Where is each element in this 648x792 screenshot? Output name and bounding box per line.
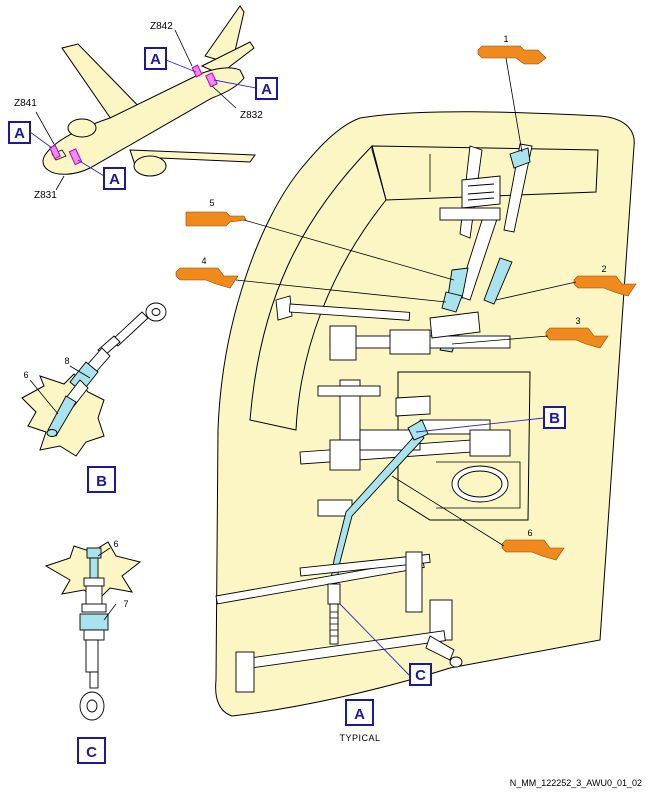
- view-box-a-z832: A: [255, 77, 278, 100]
- svg-text:2: 2: [601, 264, 606, 274]
- view-box-a-z831: A: [103, 167, 126, 190]
- view-a-caption: TYPICAL: [339, 733, 380, 743]
- tag-5: 5: [185, 198, 455, 281]
- svg-text:A: A: [14, 125, 25, 142]
- svg-text:A: A: [150, 51, 161, 68]
- svg-text:6: 6: [527, 528, 532, 538]
- door-view-a: A TYPICAL B C: [215, 111, 635, 743]
- svg-text:C: C: [415, 667, 426, 684]
- svg-text:A: A: [261, 81, 272, 98]
- tag-3: 3: [451, 316, 609, 349]
- zone-label-z842: Z842: [150, 21, 173, 32]
- zone-marker-z832: [205, 72, 218, 88]
- svg-text:A: A: [109, 171, 120, 188]
- tag-2: 2: [495, 264, 637, 301]
- view-box-b-callout: B: [543, 406, 566, 429]
- svg-text:B: B: [96, 473, 107, 490]
- svg-text:4: 4: [201, 256, 206, 266]
- tag-4: 4: [175, 256, 447, 303]
- tag-1: 1: [477, 34, 547, 153]
- view-box-a-title: A: [345, 699, 374, 726]
- svg-text:1: 1: [503, 34, 508, 44]
- view-box-a-z841: A: [8, 121, 31, 144]
- callout-c-6: 6: [113, 539, 118, 549]
- callout-b-8: 8: [64, 356, 69, 366]
- svg-text:B: B: [549, 410, 560, 427]
- zone-label-z831: Z831: [34, 190, 57, 201]
- zone-label-z841: Z841: [14, 98, 37, 109]
- callout-c-7: 7: [123, 599, 128, 609]
- view-box-a-z842: A: [144, 47, 167, 70]
- svg-text:5: 5: [209, 198, 214, 208]
- zone-marker-z842: [191, 64, 203, 78]
- view-box-c-title: C: [77, 737, 106, 764]
- callout-b-6: 6: [23, 370, 28, 380]
- view-box-c-callout: C: [409, 663, 432, 686]
- svg-text:3: 3: [575, 316, 580, 326]
- part-4: [441, 291, 463, 313]
- tag-6: 6: [391, 475, 565, 561]
- aircraft-sketch: Z842 Z841 Z832 Z831 A A A A: [8, 5, 278, 201]
- zone-label-z832: Z832: [240, 110, 263, 121]
- part-5: [447, 267, 469, 299]
- detail-c: 6 7 C: [44, 539, 142, 764]
- svg-text:C: C: [86, 744, 97, 761]
- view-box-b-title: B: [87, 466, 116, 493]
- part-2: [483, 257, 513, 305]
- part-tags: 1 2 3 4 5 6: [175, 34, 637, 561]
- svg-text:A: A: [354, 706, 365, 723]
- zone-marker-z841: [49, 144, 61, 160]
- detail-b: 8 6 B: [21, 302, 167, 493]
- document-reference: N_MM_122252_3_AWU0_01_02: [510, 778, 642, 788]
